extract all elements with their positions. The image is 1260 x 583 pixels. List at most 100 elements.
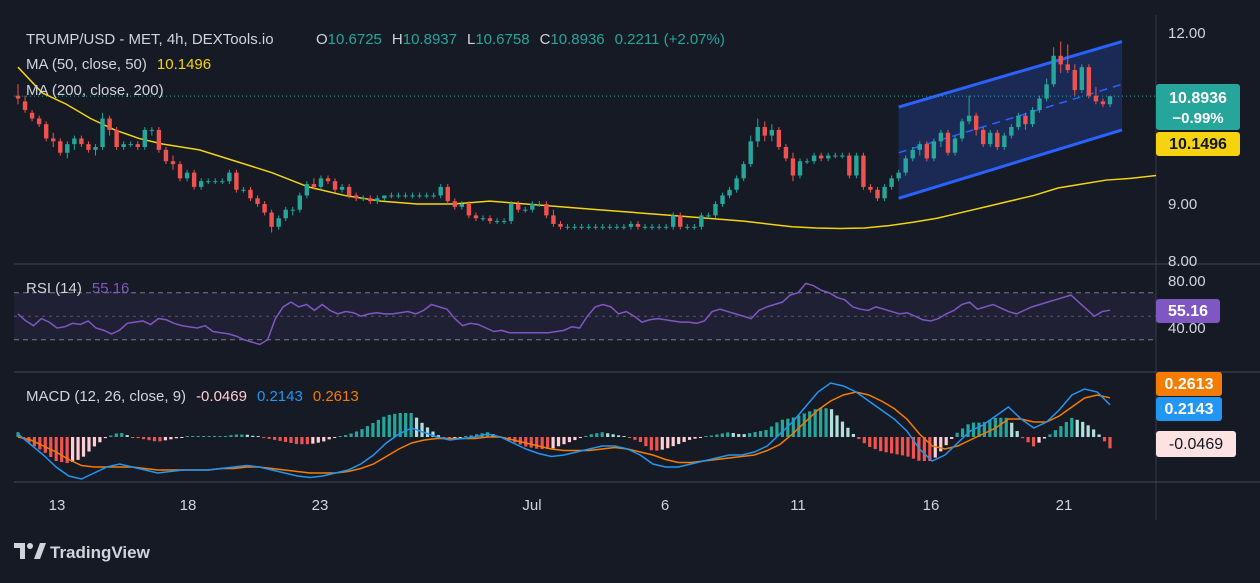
candle-body <box>93 147 98 150</box>
rsi-pane[interactable] <box>14 282 1156 346</box>
candle <box>1093 87 1099 105</box>
histogram-bar <box>813 409 817 437</box>
histogram-bar <box>999 417 1003 437</box>
histogram-bar <box>802 413 806 437</box>
histogram-bar <box>1042 437 1047 439</box>
candle <box>382 195 387 202</box>
candle-body <box>142 129 148 147</box>
rsi-axis[interactable]: 80.00 40.00 <box>1168 273 1206 337</box>
candle-body <box>959 121 965 139</box>
histogram-bar <box>584 435 588 437</box>
histogram-bar <box>278 437 282 441</box>
histogram-bar <box>775 422 779 437</box>
histogram-bar <box>333 437 337 438</box>
histogram-bar <box>1075 419 1079 437</box>
histogram-bar <box>464 436 468 437</box>
histogram-bar <box>196 436 200 437</box>
candle <box>635 221 641 230</box>
histogram-bar <box>191 436 195 437</box>
candle <box>149 127 155 136</box>
macd-line <box>17 382 1111 480</box>
candle-body <box>558 223 563 227</box>
candle <box>339 184 345 193</box>
ma50-legend[interactable]: MA (50, close, 50) 10.1496 <box>26 56 211 73</box>
candle-body <box>762 127 767 136</box>
rsi-line <box>17 282 1111 346</box>
histogram-bar <box>1070 417 1074 437</box>
candle-body <box>523 209 528 211</box>
candle <box>445 184 450 204</box>
candle-body <box>15 95 21 99</box>
candle-body <box>494 221 500 223</box>
histogram-bar <box>546 437 550 449</box>
candle <box>156 127 162 153</box>
candle <box>438 184 443 199</box>
rsi-legend[interactable]: RSI (14) 55.16 <box>26 280 129 297</box>
candle-body <box>184 172 190 179</box>
candle <box>565 223 570 230</box>
candle <box>403 192 408 199</box>
candle-body <box>586 226 591 228</box>
candle-body <box>692 226 697 228</box>
histogram-bar <box>1021 437 1025 439</box>
candle-body <box>311 184 317 187</box>
histogram-bar <box>687 437 692 440</box>
candle <box>255 195 260 207</box>
macd-pane[interactable] <box>16 382 1112 480</box>
signal-badge <box>1156 372 1222 396</box>
histogram-bar <box>551 437 555 449</box>
candle-body <box>706 215 711 217</box>
histogram-bar <box>851 433 855 437</box>
price-pane[interactable] <box>14 40 1157 233</box>
macd-badge-value: 0.2143 <box>1165 401 1214 418</box>
histogram-bar <box>311 437 315 444</box>
candle <box>51 132 56 147</box>
macd-legend-signal: 0.2613 <box>313 388 359 405</box>
open-value: 10.6725 <box>328 31 382 48</box>
histogram-bar <box>365 426 370 437</box>
macd-histogram <box>16 408 1112 464</box>
candle <box>523 206 528 213</box>
candle-body <box>36 118 42 125</box>
symbol-title[interactable]: TRUMP/USD - MET, 4h, DEXTools.io <box>26 31 274 48</box>
histogram-bar <box>202 436 206 437</box>
histogram-bar <box>862 437 866 444</box>
candle <box>248 186 253 202</box>
candle-body <box>191 172 197 187</box>
histogram-bar <box>229 435 233 437</box>
histogram-bar <box>879 437 883 452</box>
histogram-bar <box>1015 431 1019 437</box>
candle-body <box>699 215 704 227</box>
candle <box>389 192 394 199</box>
histogram-bar <box>327 437 331 440</box>
histogram-bar <box>535 437 539 449</box>
candle-body <box>678 215 683 227</box>
price-axis[interactable]: 12.00 9.00 8.00 <box>1168 25 1206 270</box>
candle-body <box>769 129 775 136</box>
candle <box>917 141 922 156</box>
candle-body <box>875 189 880 199</box>
close-label: C <box>540 31 551 48</box>
candle-body <box>551 215 556 224</box>
tradingview-logo[interactable]: TradingView <box>14 543 151 562</box>
regression-channel[interactable] <box>898 40 1123 200</box>
candle-body <box>438 186 443 196</box>
channel-upper-line <box>898 40 1123 109</box>
candle <box>783 144 789 162</box>
macd-legend[interactable]: MACD (12, 26, close, 9) -0.0469 0.2143 0.26… <box>26 388 359 405</box>
high-label: H <box>392 31 403 48</box>
candle <box>72 135 77 150</box>
histogram-bar <box>644 437 648 447</box>
rsi-tick-label: 40.00 <box>1168 320 1206 337</box>
candle-body <box>375 198 380 202</box>
time-axis[interactable]: 13 18 23 Jul 6 11 16 21 <box>49 497 1073 514</box>
histogram-bar <box>900 437 905 456</box>
histogram-bar <box>928 437 932 461</box>
candle <box>840 152 845 159</box>
ma200-legend[interactable]: MA (200, close, 200) <box>26 82 164 99</box>
candle <box>579 223 584 230</box>
candle <box>825 152 831 162</box>
candle <box>15 84 21 105</box>
candle <box>931 138 937 162</box>
hist-badge <box>1156 431 1236 457</box>
